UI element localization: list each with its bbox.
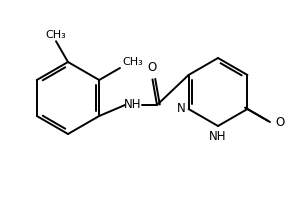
Text: NH: NH <box>124 99 142 112</box>
Text: CH₃: CH₃ <box>122 57 143 67</box>
Text: O: O <box>148 61 157 74</box>
Text: CH₃: CH₃ <box>46 30 66 40</box>
Text: NH: NH <box>209 130 227 143</box>
Text: O: O <box>275 116 284 128</box>
Text: N: N <box>177 102 186 116</box>
